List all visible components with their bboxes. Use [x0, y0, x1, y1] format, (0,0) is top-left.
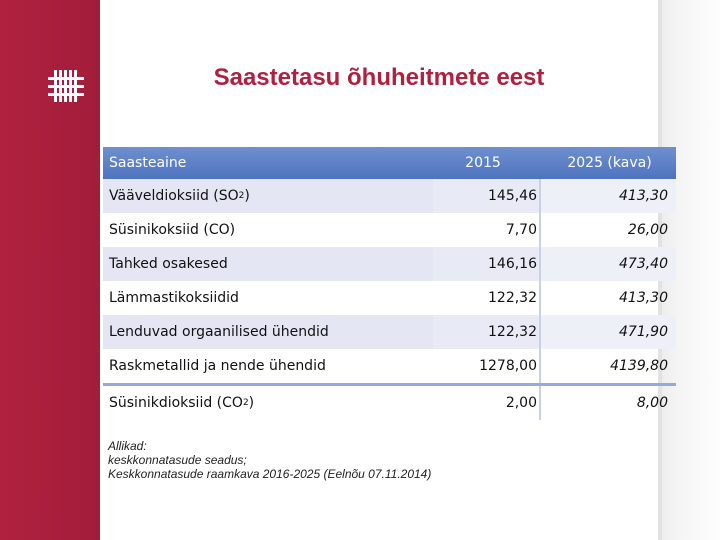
value-2025: 413,30 — [539, 179, 676, 213]
value-2015: 1278,00 — [433, 349, 539, 383]
value-2025: 26,00 — [539, 213, 676, 247]
value-2025: 471,90 — [539, 315, 676, 349]
pollutant-name: Raskmetallid ja nende ühendid — [109, 358, 326, 374]
pollutant-name: Tahked osakesed — [103, 247, 433, 281]
sources-heading: Allikad: — [108, 439, 147, 453]
value-2015: 7,70 — [433, 213, 539, 247]
left-brand-bar — [0, 0, 100, 540]
slide-title: Saastetasu õhuheitmete eest — [213, 64, 545, 91]
value-2025: 8,00 — [539, 386, 676, 420]
value-2015: 122,32 — [433, 281, 539, 315]
pollutant-name: Vääveldioksiid (SO 2) — [103, 179, 433, 213]
table-row: Süsinikdioksiid (CO 2) 2,00 8,00 — [103, 386, 676, 420]
table-row: Lämmastikoksiidid 122,32 413,30 — [103, 281, 676, 315]
value-2025: 413,30 — [539, 281, 676, 315]
pollutant-name: Süsinikdioksiid (CO 2) — [109, 395, 255, 411]
header-2025: 2025 (kava) — [567, 155, 652, 171]
value-2015: 146,16 — [433, 247, 539, 281]
value-2015: 2,00 — [433, 386, 539, 420]
pollutant-name: Lämmastikoksiidid — [109, 290, 239, 306]
value-2025: 473,40 — [539, 247, 676, 281]
table-row: Tahked osakesed 146,16 473,40 — [103, 247, 676, 281]
header-2015: 2015 — [465, 155, 501, 171]
emissions-fee-table: Saasteaine 2015 2025 (kava) Vääveldioksi… — [103, 147, 676, 420]
pollutant-name: Lenduvad orgaanilised ühendid — [103, 315, 433, 349]
sources-note: Allikad: keskkonnatasude seadus; Keskkon… — [108, 439, 431, 481]
source-framework: Keskkonnatasude raamkava 2016-2025 (Eeln… — [108, 467, 432, 481]
source-law: keskkonnatasude seadus; — [108, 453, 247, 467]
university-logo-icon — [48, 70, 84, 102]
table-row: Süsinikoksiid (CO) 7,70 26,00 — [103, 213, 676, 247]
table-row: Vääveldioksiid (SO 2) 145,46 413,30 — [103, 179, 676, 213]
value-2015: 145,46 — [433, 179, 539, 213]
value-2015: 122,32 — [433, 315, 539, 349]
table-row: Raskmetallid ja nende ühendid 1278,00 41… — [103, 349, 676, 386]
table-header: Saasteaine 2015 2025 (kava) — [103, 147, 676, 179]
pollutant-name: Süsinikoksiid (CO) — [109, 222, 236, 238]
header-pollutant: Saasteaine — [109, 155, 187, 171]
table-row: Lenduvad orgaanilised ühendid 122,32 471… — [103, 315, 676, 349]
value-2025: 4139,80 — [539, 349, 676, 383]
